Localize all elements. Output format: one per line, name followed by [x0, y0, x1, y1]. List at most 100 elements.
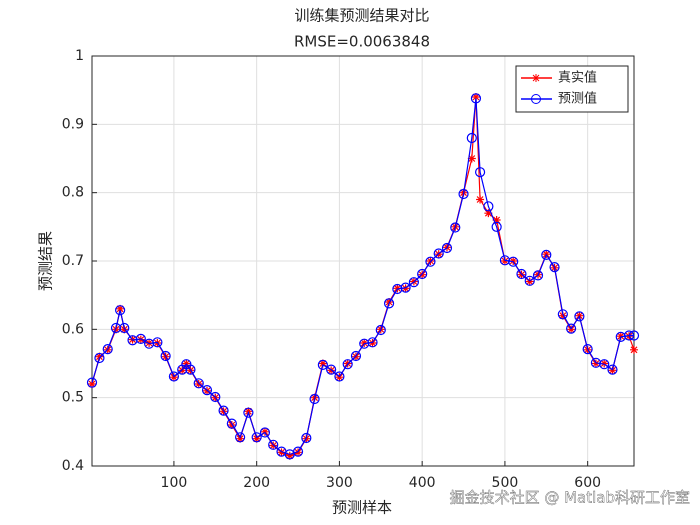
data-point — [268, 439, 279, 450]
data-point — [616, 332, 625, 341]
data-point — [393, 284, 402, 293]
data-point — [441, 242, 453, 254]
y-tick-label: 0.8 — [62, 185, 84, 201]
data-point — [508, 256, 519, 267]
data-point — [400, 282, 411, 293]
data-point — [243, 407, 254, 418]
data-point — [582, 344, 593, 355]
legend-box — [515, 65, 629, 113]
data-point — [227, 421, 236, 429]
data-point — [467, 154, 476, 163]
legend-label: 真实值 — [558, 70, 597, 86]
data-point — [470, 93, 482, 104]
y-tick-label: 1 — [75, 48, 84, 64]
data-point — [252, 434, 261, 443]
data-point — [218, 405, 229, 416]
data-point — [385, 298, 394, 306]
data-point — [102, 344, 113, 355]
x-tick-label: 600 — [574, 475, 601, 491]
data-point — [532, 270, 544, 281]
y-tick-label: 0.7 — [62, 253, 84, 269]
y-tick-label: 0.9 — [62, 116, 84, 132]
data-point — [193, 378, 204, 389]
x-tick-label: 300 — [326, 475, 353, 491]
data-point — [210, 391, 221, 403]
data-point — [317, 359, 328, 370]
data-point — [516, 268, 527, 280]
data-point — [367, 337, 378, 348]
data-point — [466, 132, 477, 144]
data-point — [251, 432, 262, 443]
data-point — [628, 330, 640, 341]
data-point — [334, 371, 345, 382]
data-point — [110, 322, 122, 334]
y-tick-label: 0.4 — [62, 458, 84, 474]
data-point — [135, 333, 146, 344]
data-point — [500, 257, 509, 265]
data-point — [492, 216, 501, 224]
data-point — [425, 256, 436, 267]
data-point — [120, 325, 129, 334]
legend-label: 预测值 — [558, 91, 597, 107]
data-point — [599, 359, 610, 370]
data-point — [360, 339, 369, 347]
data-point — [375, 324, 386, 336]
data-point — [630, 345, 638, 354]
data-point — [401, 284, 410, 293]
data-point — [318, 359, 327, 368]
data-point — [160, 350, 171, 362]
x-axis-label: 预测样本 — [332, 499, 392, 517]
data-point — [417, 268, 428, 280]
data-point — [433, 248, 444, 259]
data-point — [509, 257, 518, 265]
data-point — [558, 311, 567, 320]
data-point — [285, 451, 294, 460]
watermark: 掘金技术社区 @ Matlab科研工作室 — [450, 489, 690, 507]
data-point — [236, 434, 245, 443]
y-tick-label: 0.6 — [62, 321, 84, 337]
data-point — [277, 448, 286, 457]
data-point — [408, 277, 419, 288]
plot-frame — [91, 55, 635, 467]
series-line — [91, 98, 634, 456]
data-point — [458, 188, 469, 200]
chart-subtitle: RMSE=0.0063848 — [294, 33, 430, 51]
data-point — [185, 364, 196, 375]
data-point — [301, 432, 312, 444]
legend-marker — [531, 94, 541, 104]
y-axis-label: 预测结果 — [37, 231, 55, 291]
data-point — [259, 427, 271, 438]
data-point — [119, 322, 130, 334]
data-point — [566, 323, 577, 334]
data-point — [350, 350, 362, 362]
data-point — [483, 201, 494, 212]
data-point — [607, 364, 618, 375]
data-point — [88, 380, 96, 388]
data-point — [474, 167, 486, 178]
data-point — [326, 364, 337, 375]
data-point — [342, 359, 353, 370]
data-point — [168, 371, 180, 382]
data-point — [450, 222, 461, 233]
series-line — [91, 96, 635, 457]
data-point — [309, 393, 320, 405]
data-point — [541, 249, 552, 260]
data-point — [600, 359, 609, 368]
data-point — [94, 352, 105, 364]
data-point — [524, 275, 535, 286]
data-point — [623, 330, 635, 341]
x-tick-label: 500 — [492, 475, 519, 491]
x-tick-label: 400 — [409, 475, 436, 491]
data-point — [383, 298, 395, 309]
data-point — [476, 195, 485, 204]
x-tick-label: 100 — [161, 475, 188, 491]
data-point — [152, 337, 163, 348]
data-point — [235, 432, 246, 443]
data-point — [471, 93, 480, 101]
data-point — [549, 262, 560, 273]
data-point — [95, 352, 104, 361]
data-point — [491, 221, 502, 232]
data-point — [574, 311, 585, 322]
data-point — [557, 309, 568, 320]
